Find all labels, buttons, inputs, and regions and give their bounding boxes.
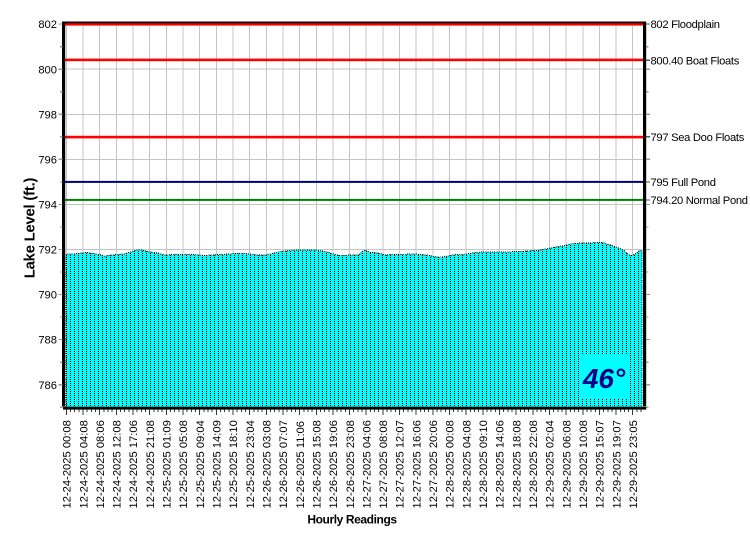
svg-text:12-25-2025 09:04: 12-25-2025 09:04 <box>195 420 207 508</box>
svg-text:12-28-2025 04:08: 12-28-2025 04:08 <box>461 420 473 508</box>
svg-text:12-28-2025 18:08: 12-28-2025 18:08 <box>511 420 523 508</box>
svg-text:12-27-2025 08:08: 12-27-2025 08:08 <box>378 420 390 508</box>
svg-text:12-25-2025 18:10: 12-25-2025 18:10 <box>228 420 240 508</box>
svg-text:12-28-2025 00:08: 12-28-2025 00:08 <box>445 420 457 508</box>
svg-text:12-27-2025 20:06: 12-27-2025 20:06 <box>428 420 440 508</box>
svg-text:12-29-2025 10:08: 12-29-2025 10:08 <box>578 420 590 508</box>
svg-text:12-28-2025 22:08: 12-28-2025 22:08 <box>528 420 540 508</box>
svg-text:12-29-2025 15:07: 12-29-2025 15:07 <box>595 420 607 508</box>
svg-text:12-29-2025 19:07: 12-29-2025 19:07 <box>611 420 623 508</box>
svg-text:12-24-2025 04:08: 12-24-2025 04:08 <box>78 420 90 508</box>
svg-text:796: 796 <box>38 154 57 166</box>
svg-text:12-24-2025 00:08: 12-24-2025 00:08 <box>62 420 74 508</box>
svg-text:12-29-2025 23:05: 12-29-2025 23:05 <box>628 420 640 508</box>
svg-text:12-25-2025 23:04: 12-25-2025 23:04 <box>245 420 257 508</box>
svg-text:12-26-2025 19:06: 12-26-2025 19:06 <box>328 420 340 508</box>
svg-text:798: 798 <box>38 109 57 121</box>
svg-text:12-28-2025 09:10: 12-28-2025 09:10 <box>478 420 490 508</box>
svg-text:12-24-2025 21:08: 12-24-2025 21:08 <box>145 420 157 508</box>
svg-text:794: 794 <box>38 200 57 212</box>
svg-text:Hourly Readings: Hourly Readings <box>307 513 397 527</box>
svg-text:12-26-2025 23:08: 12-26-2025 23:08 <box>345 420 357 508</box>
svg-text:797 Sea Doo Floats: 797 Sea Doo Floats <box>651 132 745 144</box>
svg-text:802: 802 <box>38 19 57 31</box>
svg-text:795 Full Pond: 795 Full Pond <box>651 177 716 189</box>
svg-text:786: 786 <box>38 380 57 392</box>
svg-text:12-29-2025 06:08: 12-29-2025 06:08 <box>561 420 573 508</box>
svg-text:12-26-2025 03:08: 12-26-2025 03:08 <box>261 420 273 508</box>
svg-text:12-27-2025 12:07: 12-27-2025 12:07 <box>395 420 407 508</box>
svg-text:12-24-2025 12:08: 12-24-2025 12:08 <box>112 420 124 508</box>
svg-text:12-27-2025 16:06: 12-27-2025 16:06 <box>411 420 423 508</box>
svg-text:800.40 Boat Floats: 800.40 Boat Floats <box>651 55 740 67</box>
svg-text:12-26-2025 11:06: 12-26-2025 11:06 <box>295 421 307 509</box>
svg-text:12-25-2025 01:09: 12-25-2025 01:09 <box>162 420 174 508</box>
svg-text:12-24-2025 08:06: 12-24-2025 08:06 <box>95 420 107 508</box>
svg-text:794.20 Normal Pond: 794.20 Normal Pond <box>651 195 748 207</box>
svg-text:800: 800 <box>38 64 57 76</box>
svg-text:12-29-2025 02:04: 12-29-2025 02:04 <box>545 420 557 508</box>
svg-text:12-28-2025 14:06: 12-28-2025 14:06 <box>495 420 507 508</box>
svg-text:792: 792 <box>38 245 57 257</box>
svg-text:12-24-2025 17:06: 12-24-2025 17:06 <box>128 420 140 508</box>
svg-text:12-25-2025 14:09: 12-25-2025 14:09 <box>212 420 224 508</box>
svg-text:12-26-2025 15:08: 12-26-2025 15:08 <box>311 420 323 508</box>
svg-text:12-27-2025 04:06: 12-27-2025 04:06 <box>361 420 373 508</box>
svg-text:46°: 46° <box>582 363 626 394</box>
svg-text:12-25-2025 05:08: 12-25-2025 05:08 <box>178 420 190 508</box>
svg-text:Lake Level (ft.): Lake Level (ft.) <box>22 178 38 279</box>
svg-text:12-26-2025 07:07: 12-26-2025 07:07 <box>278 420 290 508</box>
svg-text:802 Floodplain: 802 Floodplain <box>651 19 720 31</box>
svg-text:788: 788 <box>38 335 57 347</box>
svg-text:790: 790 <box>38 290 57 302</box>
